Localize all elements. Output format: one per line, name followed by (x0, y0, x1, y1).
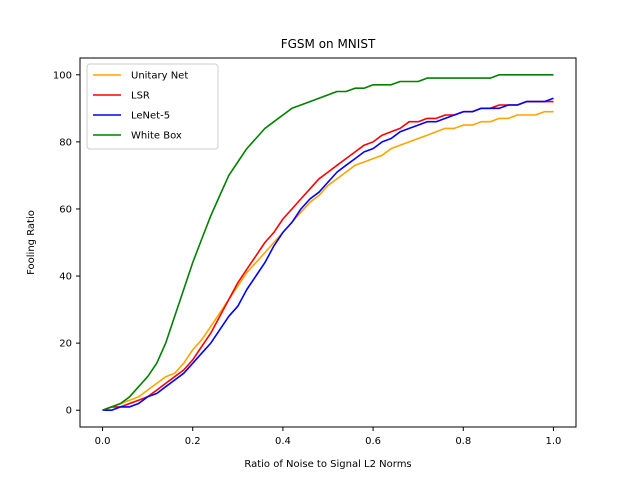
series-line-lenet-5 (102, 97, 554, 412)
x-tick-label: 0.4 (275, 436, 291, 447)
series-line-white-box (102, 74, 554, 411)
y-tick-label: 100 (53, 70, 72, 81)
legend-label-white-box: White Box (131, 131, 182, 142)
x-tick-label: 1.0 (546, 436, 562, 447)
x-tick-label: 0.6 (365, 436, 381, 447)
chart-title: FGSM on MNIST (281, 37, 376, 51)
x-axis-label: Ratio of Noise to Signal L2 Norms (244, 459, 411, 470)
plot-frame (79, 57, 577, 428)
y-tick-label: 80 (59, 137, 72, 148)
legend: Unitary Net LSR LeNet-5 White Box (86, 63, 219, 150)
ticks-layer: 0.0 0.2 0.4 0.6 0.8 1.0 0 20 40 60 80 100 (53, 70, 562, 447)
y-tick-label: 40 (59, 272, 72, 283)
x-tick-label: 0.0 (95, 436, 111, 447)
series-layer (102, 74, 554, 412)
legend-box (86, 63, 219, 150)
series-line-unitary-net (102, 110, 554, 411)
legend-label-lsr: LSR (131, 91, 150, 102)
y-tick-label: 20 (59, 339, 72, 350)
x-tick-label: 0.8 (455, 436, 471, 447)
y-tick-label: 0 (66, 406, 72, 417)
x-tick-label: 0.2 (185, 436, 201, 447)
y-tick-label: 60 (59, 204, 72, 215)
y-axis-label: Fooling Ratio (26, 210, 37, 275)
legend-label-unitary-net: Unitary Net (131, 71, 188, 82)
legend-label-lenet-5: LeNet-5 (131, 111, 170, 122)
